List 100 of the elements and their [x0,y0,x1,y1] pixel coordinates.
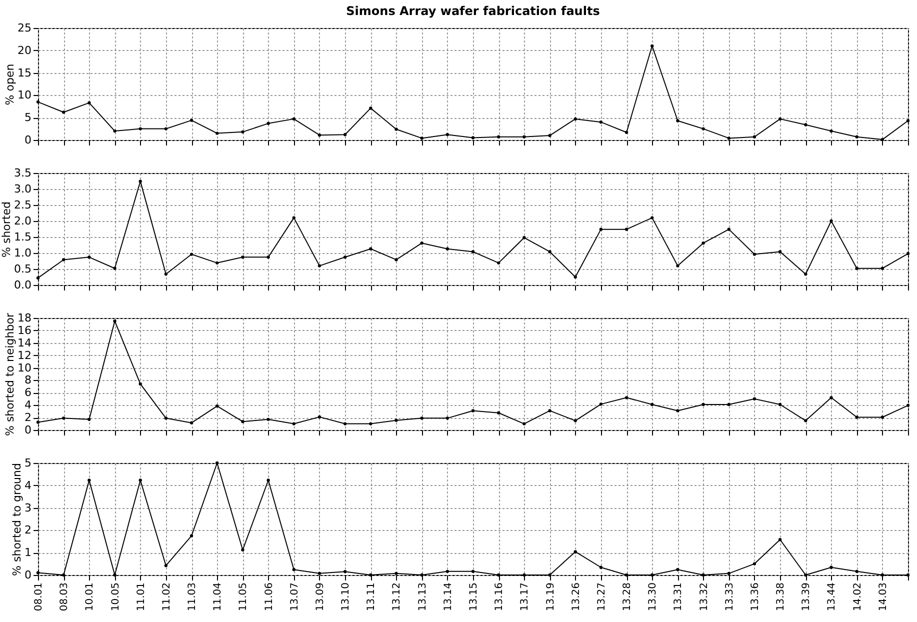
x-tick-label: 11.05 [238,582,250,612]
point [497,261,500,264]
point [497,135,500,138]
point [574,117,577,121]
y-tick-label: 1 [24,546,32,560]
point [113,266,116,270]
x-tick-label: 13.09 [314,582,326,612]
y-tick-label: 2.0 [14,214,32,228]
point [880,266,884,270]
point [369,247,372,250]
point [113,573,116,577]
y-axis-title: % shorted [0,202,14,258]
x-tick-label: 13.44 [826,582,838,612]
point [318,572,322,576]
x-tick-label: 13.31 [673,582,684,612]
point [906,404,910,407]
point [880,573,884,577]
point [752,252,756,256]
point [420,242,424,245]
y-tick-label: 15 [18,66,32,80]
x-tick-label: 13.07 [289,582,300,612]
point [394,128,398,131]
point [676,119,680,122]
point [624,396,628,400]
point [138,180,142,183]
point [522,573,526,577]
point [190,118,194,122]
point [548,250,552,254]
point [548,134,552,138]
point [164,564,168,568]
y-axis-title: % shorted to neighbor [4,312,17,436]
point [62,573,66,577]
x-tick-label: 13.12 [392,582,403,612]
point [266,122,270,125]
point [138,127,142,130]
point [702,573,705,577]
y-tick-label: 0 [24,568,32,582]
point [190,534,194,538]
point [880,416,884,419]
x-tick-label: 10.01 [84,582,96,612]
point [471,250,475,254]
point [548,573,552,577]
point [650,216,654,220]
point [369,573,372,577]
point [164,127,168,130]
point [266,256,270,259]
point [702,242,705,245]
point [906,252,910,256]
point [497,411,500,414]
point [394,258,398,262]
x-tick-label: 13.15 [468,582,480,612]
y-axis-title: % shorted to ground [10,463,24,576]
point [88,101,91,104]
chart-title: Simons Array wafer fabrication faults [346,4,600,18]
x-tick-label: 13.14 [442,582,454,612]
point [138,382,142,386]
point [574,550,577,554]
point [727,228,730,231]
point [36,571,40,574]
point [574,275,577,279]
point [676,264,680,268]
point [778,402,782,406]
point [88,418,91,421]
point [599,120,603,124]
x-tick-label: 13.33 [724,582,736,612]
point [522,135,526,138]
y-tick-label: 5 [24,456,32,470]
point [164,272,168,276]
point [266,418,270,421]
x-tick-label: 08.01 [34,582,44,612]
y-tick-label: 12 [18,348,32,362]
y-tick-label: 5 [24,111,32,124]
point [727,136,730,140]
x-tick-label: 13.27 [596,582,608,612]
point [650,44,654,48]
x-tick-label: 11.03 [187,582,198,612]
point [318,415,322,419]
y-tick-label: 6 [24,386,32,400]
x-tick-label: 13.19 [545,582,556,612]
point [394,572,398,576]
x-tick-label: 11.06 [264,582,275,612]
x-tick-label: 14.02 [852,582,864,612]
y-tick-label: 16 [18,324,32,337]
point [343,256,347,259]
point [752,562,756,566]
point [318,264,322,268]
point [241,256,244,259]
point [497,573,500,577]
point [164,416,168,420]
point [343,422,347,426]
point [292,568,296,572]
point [471,409,475,412]
x-tick-label: 13.36 [750,582,761,612]
y-tick-label: 2 [24,411,32,424]
point [574,419,577,422]
x-tick-label: 14.03 [878,582,889,612]
y-tick-label: 14 [18,336,32,350]
point [241,420,244,424]
y-tick-label: 10 [18,361,32,374]
y-tick-label: 10 [18,88,32,102]
